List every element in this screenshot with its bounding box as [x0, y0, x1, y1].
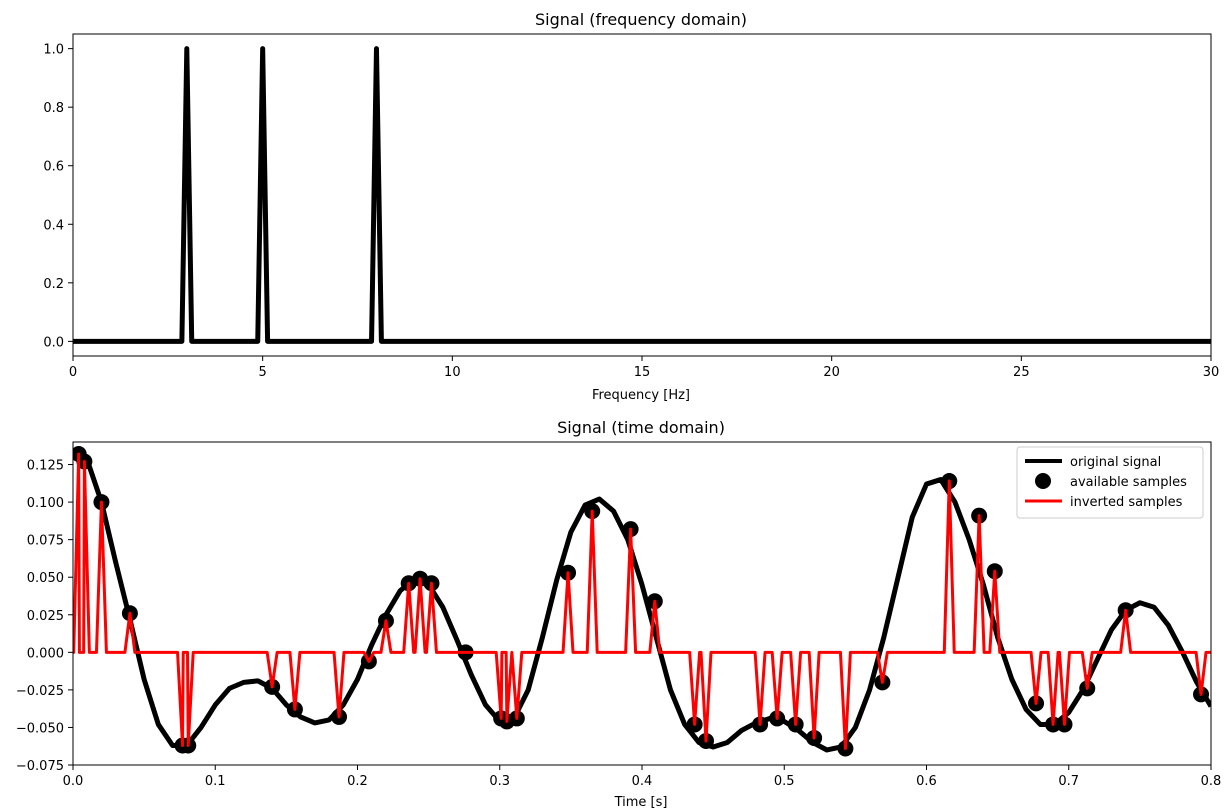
- time-y-tick-label: 0.075: [27, 534, 64, 549]
- freq-y-tick-label: 0.4: [43, 218, 64, 233]
- time-domain-panel: Signal (time domain) 0.0 0.1 0.2 0.3 0.4 0.5 0…: [16, 418, 1221, 810]
- time-x-axis-label: Time [s]: [614, 795, 668, 810]
- freq-line-series-0: [73, 46, 1211, 344]
- legend-label-original-signal: original signal: [1070, 455, 1161, 470]
- legend-swatch-available-samples: [1035, 473, 1051, 489]
- freq-x-tick-label: 20: [823, 365, 840, 380]
- freq-x-tick-label: 30: [1203, 365, 1220, 380]
- freq-x-tick-label: 5: [259, 365, 267, 380]
- time-x-tick-label: 0.3: [489, 774, 510, 789]
- time-x-tick-label: 0.8: [1201, 774, 1222, 789]
- time-y-tick-label: 0.000: [27, 646, 64, 661]
- freq-y-tick-label: 0.2: [43, 277, 64, 292]
- freq-x-tick-label: 10: [444, 365, 461, 380]
- frequency-domain-panel: Signal (frequency domain) 0 5 10 15 20 25 30 0.…: [43, 10, 1219, 403]
- time-y-tick-label: 0.100: [27, 496, 64, 511]
- freq-y-tick-label: 1.0: [43, 43, 64, 58]
- freq-x-tick-label: 25: [1013, 365, 1030, 380]
- legend: original signal available samples invert…: [1016, 446, 1204, 519]
- legend-label-available-samples: available samples: [1070, 475, 1187, 490]
- time-plot-title: Signal (time domain): [557, 418, 725, 437]
- time-x-tick-label: 0.5: [774, 774, 795, 789]
- time-y-tick-label: −0.075: [16, 759, 64, 774]
- time-x-tick-label: 0.1: [205, 774, 226, 789]
- time-x-tick-label: 0.6: [916, 774, 937, 789]
- time-y-tick-label: 0.125: [27, 459, 64, 474]
- time-data-layer: [73, 446, 1211, 757]
- time-line-inverted-samples: [73, 452, 1211, 750]
- frequency-plot-title: Signal (frequency domain): [535, 10, 747, 29]
- freq-x-tick-label: 15: [634, 365, 651, 380]
- time-x-tick-label: 0.2: [347, 774, 368, 789]
- time-y-tick-label: 0.050: [27, 571, 64, 586]
- freq-data-layer: [73, 46, 1211, 344]
- time-x-tick-label: 0.7: [1058, 774, 1079, 789]
- freq-y-tick-label: 0.0: [43, 335, 64, 350]
- time-x-tick-label: 0.4: [632, 774, 653, 789]
- freq-y-tick-label: 0.6: [43, 160, 64, 175]
- frequency-x-axis-label: Frequency [Hz]: [592, 388, 690, 403]
- legend-label-inverted-samples: inverted samples: [1070, 495, 1183, 510]
- freq-x-tick-label: 0: [69, 365, 77, 380]
- time-plot-area: 0.0 0.1 0.2 0.3 0.4 0.5 0.6 0.7 0.8 −0.075 −0.050 −…: [16, 441, 1222, 789]
- time-line-original-signal: [73, 451, 1211, 753]
- freq-y-tick-label: 0.8: [43, 101, 64, 116]
- frequency-plot-area: 0 5 10 15 20 25 30 0.0 0.2 0.4 0.6 0.8 1.0: [43, 33, 1220, 380]
- time-y-tick-label: −0.025: [16, 684, 64, 699]
- time-y-tick-label: 0.025: [27, 609, 64, 624]
- time-y-tick-label: −0.050: [16, 721, 64, 736]
- time-x-tick-label: 0.0: [63, 774, 84, 789]
- legend-frame: [1016, 446, 1204, 519]
